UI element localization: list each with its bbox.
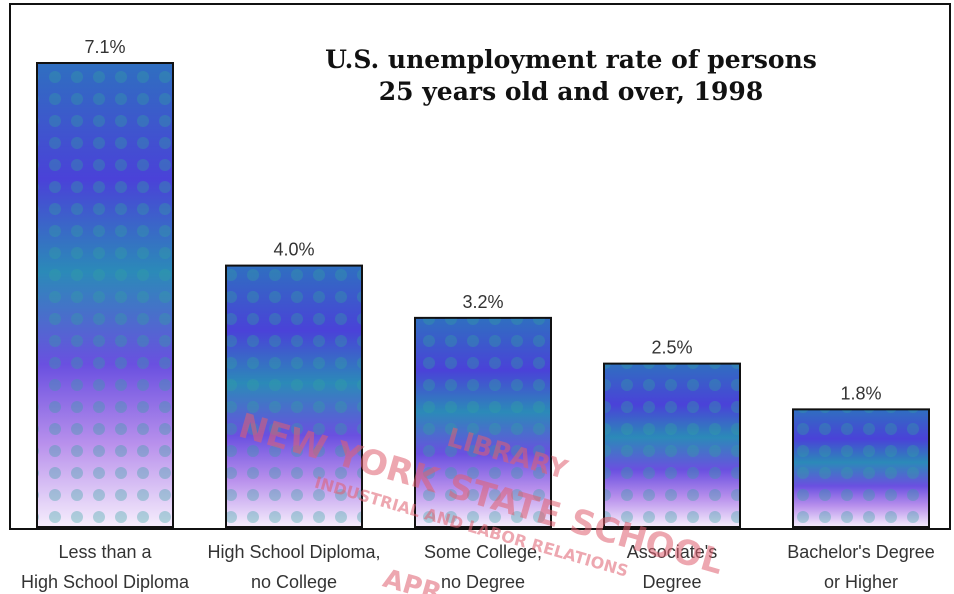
value-label-4: 2.5% bbox=[651, 338, 692, 358]
category-label-4-line-2: Degree bbox=[642, 572, 701, 592]
category-label-3-line-1: Some College, bbox=[424, 542, 542, 562]
value-label-2: 4.0% bbox=[273, 240, 314, 260]
category-label-2-line-1: High School Diploma, bbox=[207, 542, 380, 562]
category-label-3-line-2: no Degree bbox=[441, 572, 525, 592]
category-label-2-line-2: no College bbox=[251, 572, 337, 592]
bar-texture-5 bbox=[794, 410, 928, 526]
bar-texture-3 bbox=[416, 318, 550, 526]
bar-texture-2 bbox=[227, 266, 361, 526]
category-label-4-line-1: Associate's bbox=[627, 542, 717, 562]
value-labels: 7.1% 4.0% 3.2% 2.5% 1.8% bbox=[84, 37, 881, 403]
value-label-5: 1.8% bbox=[840, 383, 881, 403]
chart-title: U.S. unemployment rate of persons 25 year… bbox=[325, 45, 817, 106]
category-label-5-line-2: or Higher bbox=[824, 572, 898, 592]
bars bbox=[36, 62, 930, 529]
category-label-1-line-2: High School Diploma bbox=[21, 572, 190, 592]
chart-title-line-1: U.S. unemployment rate of persons bbox=[325, 45, 817, 74]
value-label-1: 7.1% bbox=[84, 37, 125, 57]
chart-title-line-2: 25 years old and over, 1998 bbox=[379, 77, 763, 106]
category-label-5-line-1: Bachelor's Degree bbox=[787, 542, 935, 562]
value-label-3: 3.2% bbox=[462, 292, 503, 312]
stamp-line-4: APR bbox=[380, 564, 445, 594]
category-labels: Less than a High School Diploma High Schoo… bbox=[21, 542, 935, 592]
bar-texture-4 bbox=[605, 364, 739, 526]
bar-texture-1 bbox=[38, 64, 172, 526]
category-label-1-line-1: Less than a bbox=[58, 542, 152, 562]
